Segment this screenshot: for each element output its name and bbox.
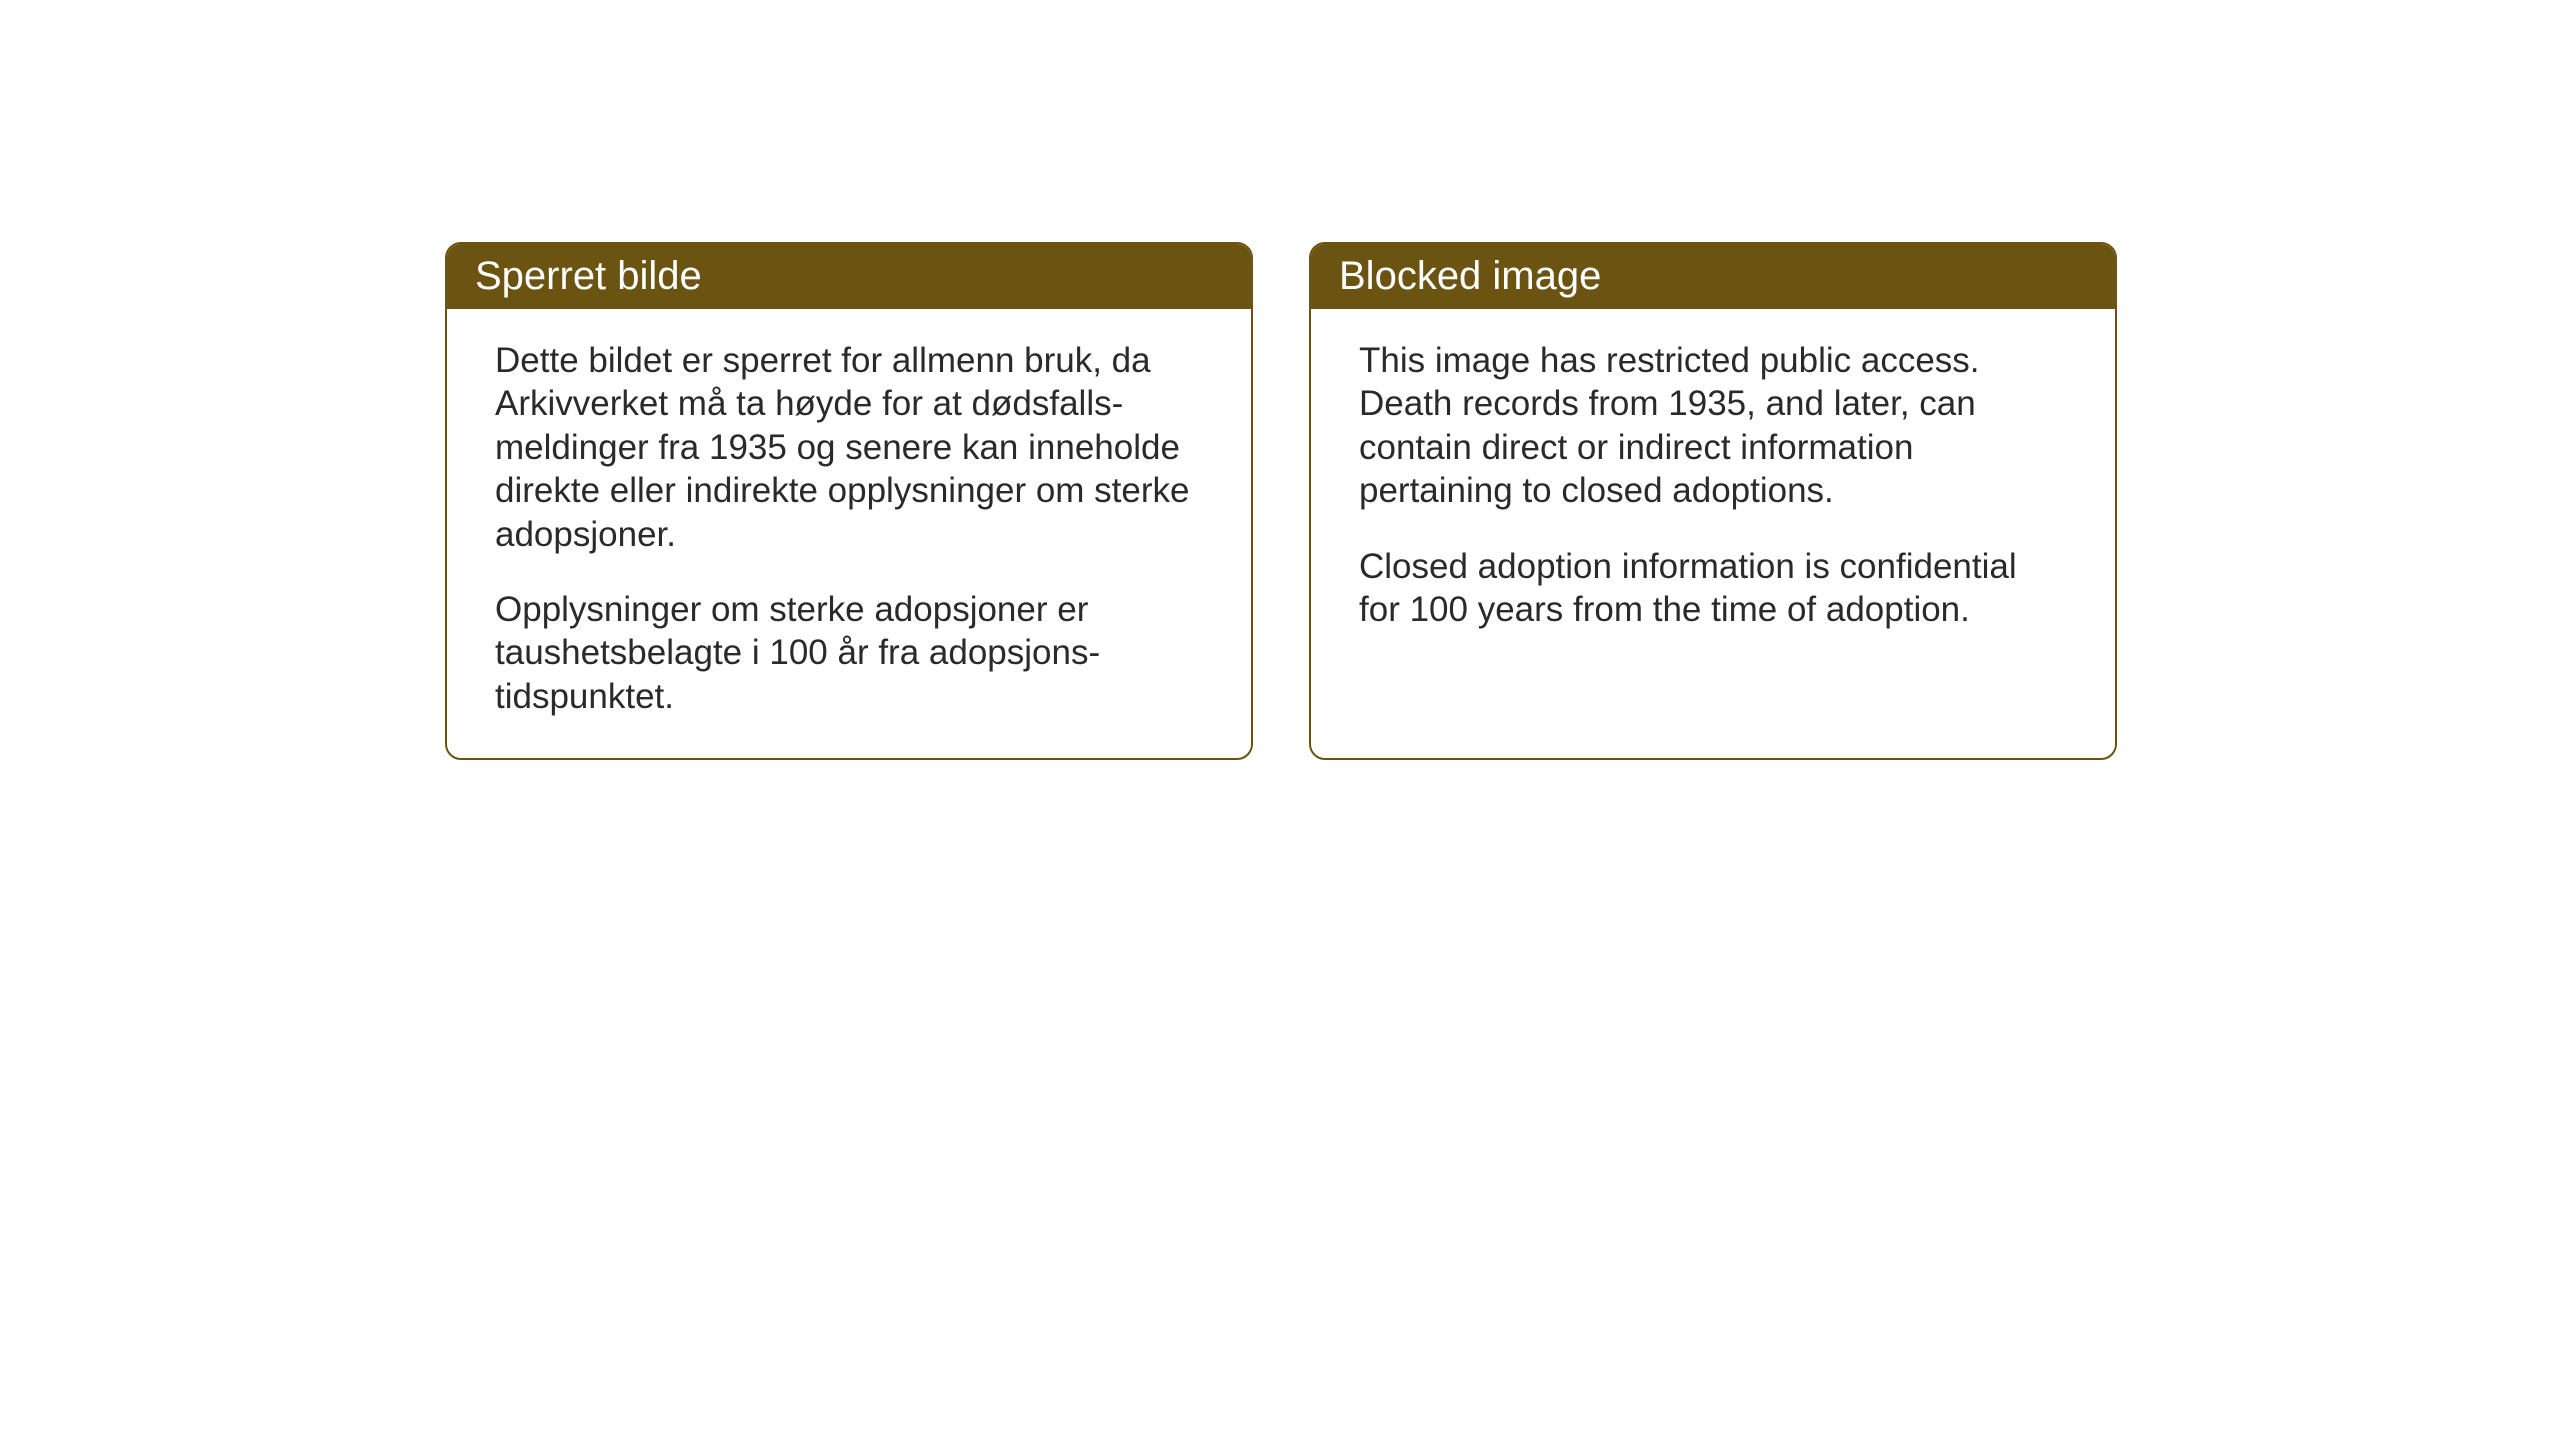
card-english: Blocked image This image has restricted … — [1309, 242, 2117, 760]
card-title-norwegian: Sperret bilde — [475, 254, 702, 298]
card-paragraph-1-english: This image has restricted public access.… — [1359, 339, 2067, 513]
card-paragraph-2-norwegian: Opplysninger om sterke adopsjoner er tau… — [495, 588, 1203, 718]
cards-container: Sperret bilde Dette bildet er sperret fo… — [445, 242, 2117, 760]
card-body-norwegian: Dette bildet er sperret for allmenn bruk… — [447, 309, 1251, 758]
card-body-english: This image has restricted public access.… — [1311, 309, 2115, 671]
card-paragraph-1-norwegian: Dette bildet er sperret for allmenn bruk… — [495, 339, 1203, 556]
card-norwegian: Sperret bilde Dette bildet er sperret fo… — [445, 242, 1253, 760]
card-paragraph-2-english: Closed adoption information is confident… — [1359, 545, 2067, 632]
card-header-english: Blocked image — [1311, 244, 2115, 309]
card-title-english: Blocked image — [1339, 254, 1601, 298]
card-header-norwegian: Sperret bilde — [447, 244, 1251, 309]
